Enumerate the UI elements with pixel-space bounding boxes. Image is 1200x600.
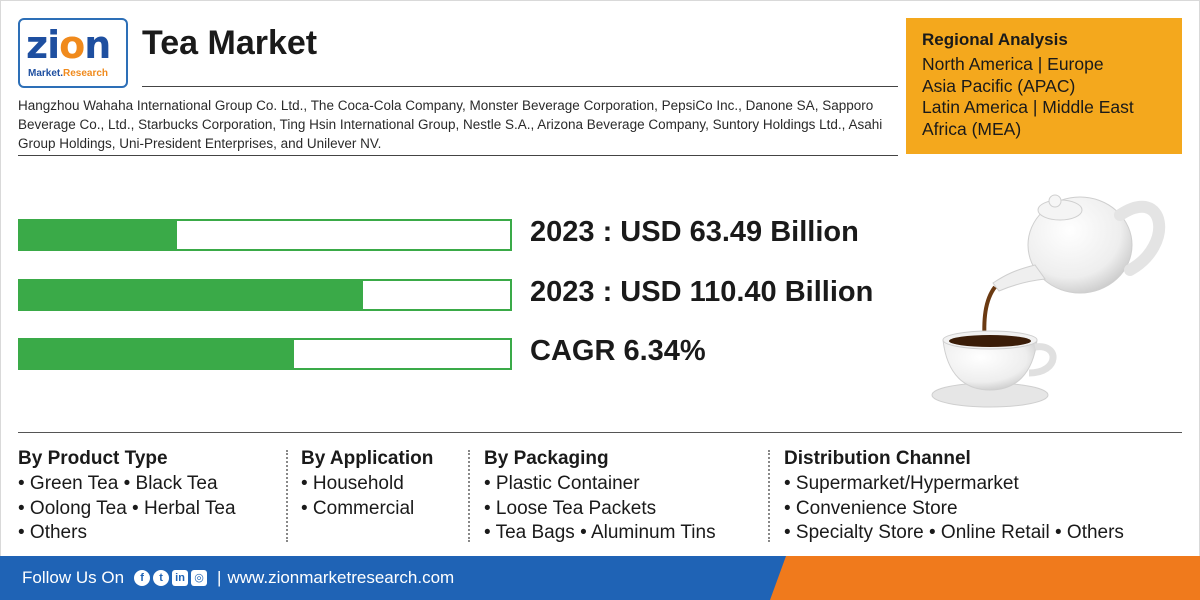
segment-title: By Application (301, 448, 434, 469)
segment-item: • Commercial (301, 497, 415, 519)
segment-distribution-channel: Distribution Channel • Supermarket/Hyper… (784, 448, 1124, 546)
stat-bar-fill (20, 340, 295, 368)
segment-item: • Convenience Store (784, 497, 958, 519)
zion-logo[interactable]: zion Market.Research (18, 18, 128, 88)
region-line: Asia Pacific (APAC) (922, 75, 1076, 96)
social-icons: f t in ◎ (134, 570, 208, 586)
title-divider (142, 86, 898, 87)
segment-packaging: By Packaging • Plastic Container • Loose… (484, 448, 716, 546)
segment-separator (768, 450, 770, 542)
segment-title: Distribution Channel (784, 448, 971, 469)
footer-orange-accent (770, 556, 1200, 600)
segment-item: • Green Tea • Black Tea (18, 473, 218, 494)
follow-us-label: Follow Us On (22, 568, 125, 587)
region-line: Africa (MEA) (922, 118, 1022, 139)
facebook-icon[interactable]: f (134, 570, 151, 586)
regional-analysis-title: Regional Analysis (922, 30, 1068, 49)
stat-label-2023-value: 2023 : USD 63.49 Billion (530, 216, 859, 248)
stat-bar-fill (20, 281, 363, 309)
segment-item: • Tea Bags • Aluminum Tins (484, 522, 716, 543)
logo-subtitle: Market.Research (28, 68, 109, 79)
segments-divider (18, 432, 1182, 433)
instagram-icon[interactable]: ◎ (191, 570, 208, 586)
segment-item: • Plastic Container (484, 473, 640, 494)
segment-item: • Supermarket/Hypermarket (784, 473, 1019, 494)
footer-content: Follow Us On f t in ◎ | www.zionmarketre… (22, 568, 454, 588)
stat-label-forecast-value: 2023 : USD 110.40 Billion (530, 276, 874, 308)
regional-analysis-box: Regional Analysis North America | Europe… (906, 18, 1182, 154)
stat-bar-fill (20, 221, 177, 249)
segment-title: By Packaging (484, 448, 609, 469)
stat-bar-cagr (18, 338, 512, 370)
stat-bar-forecast-value (18, 279, 512, 311)
segment-item: • Specialty Store • Online Retail • Othe… (784, 522, 1124, 543)
segment-separator (468, 450, 470, 542)
segment-title: By Product Type (18, 448, 168, 469)
linkedin-icon[interactable]: in (172, 570, 189, 586)
segment-separator (286, 450, 288, 542)
stat-label-cagr: CAGR 6.34% (530, 335, 706, 367)
segment-item: • Oolong Tea • Herbal Tea (18, 497, 236, 519)
footer-separator: | (217, 568, 222, 587)
footer-bar: Follow Us On f t in ◎ | www.zionmarketre… (0, 556, 1200, 600)
page-title: Tea Market (142, 24, 318, 62)
segment-product-type: By Product Type • Green Tea • Black Tea … (18, 448, 236, 546)
stat-bar-2023-value (18, 219, 512, 251)
segment-item: • Household (301, 473, 404, 494)
website-link[interactable]: www.zionmarketresearch.com (227, 568, 455, 587)
twitter-icon[interactable]: t (153, 570, 170, 586)
logo-wordmark: zion (26, 23, 111, 67)
segment-application: By Application • Household • Commercial (301, 448, 433, 521)
region-line: Latin America | Middle East (922, 97, 1134, 117)
segment-item: • Others (18, 522, 87, 543)
segment-item: • Loose Tea Packets (484, 497, 657, 519)
companies-divider (18, 155, 898, 156)
region-line: North America | Europe (922, 54, 1104, 74)
key-companies-text: Hangzhou Wahaha International Group Co. … (18, 98, 883, 151)
teapot-pouring-illustration (931, 194, 1166, 408)
